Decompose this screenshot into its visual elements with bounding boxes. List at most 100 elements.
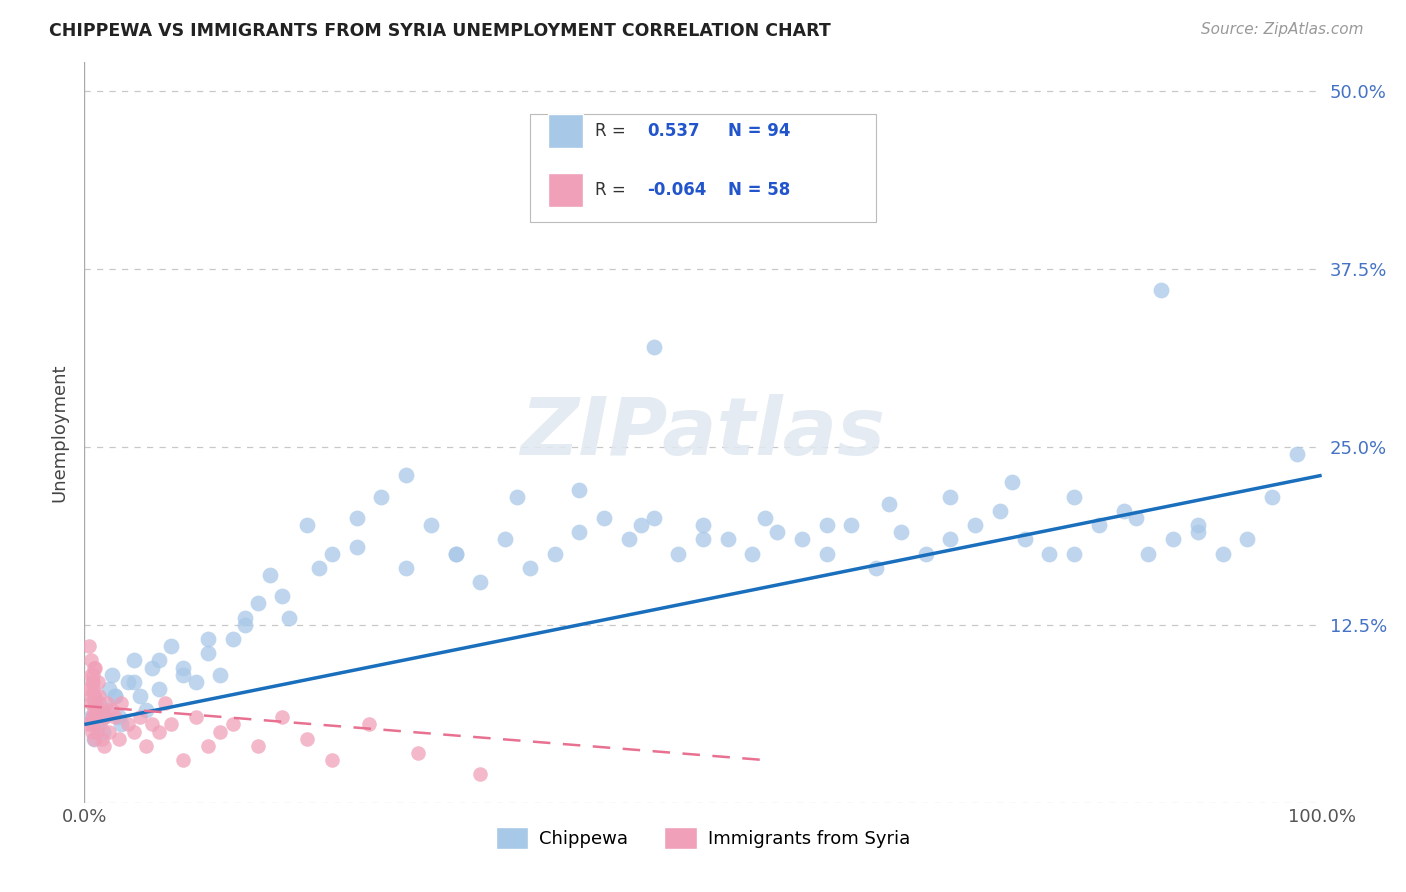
Point <box>87 674 110 689</box>
Point <box>939 533 962 547</box>
Point <box>395 561 418 575</box>
Point <box>815 547 838 561</box>
Point <box>877 497 900 511</box>
Point <box>172 753 194 767</box>
Text: ZIPatlas: ZIPatlas <box>520 393 886 472</box>
Point <box>1112 504 1135 518</box>
Point <box>593 511 616 525</box>
Point <box>104 689 127 703</box>
Point <box>643 340 665 354</box>
Point <box>988 504 1011 518</box>
Point <box>84 660 107 674</box>
Point <box>82 681 104 696</box>
Point <box>197 739 219 753</box>
Point <box>108 731 131 746</box>
Point <box>153 696 176 710</box>
Point <box>104 710 127 724</box>
Point <box>91 703 114 717</box>
Point <box>1187 518 1209 533</box>
Point <box>914 547 936 561</box>
Point <box>89 689 111 703</box>
Point <box>1150 283 1173 297</box>
Text: 0.537: 0.537 <box>647 122 700 140</box>
Point <box>172 660 194 674</box>
Point <box>1125 511 1147 525</box>
Point <box>83 696 105 710</box>
Bar <box>548 173 583 207</box>
Point <box>1236 533 1258 547</box>
Point <box>117 674 139 689</box>
Point <box>79 696 101 710</box>
Point <box>408 746 430 760</box>
Point <box>754 511 776 525</box>
Point <box>865 561 887 575</box>
Point <box>692 533 714 547</box>
Point <box>519 561 541 575</box>
Point <box>419 518 441 533</box>
Point <box>135 739 157 753</box>
Point <box>222 632 245 646</box>
Point <box>79 667 101 681</box>
Point <box>815 518 838 533</box>
Point <box>122 653 145 667</box>
Point <box>110 717 132 731</box>
Point <box>643 511 665 525</box>
Point <box>79 689 101 703</box>
Point <box>84 696 107 710</box>
Point <box>141 660 163 674</box>
Point <box>1285 447 1308 461</box>
Point <box>222 717 245 731</box>
Point <box>308 561 330 575</box>
Point <box>692 518 714 533</box>
Point <box>148 681 170 696</box>
Point <box>209 724 232 739</box>
Point <box>172 667 194 681</box>
Point <box>184 710 207 724</box>
Point <box>100 667 122 681</box>
Point <box>1187 525 1209 540</box>
Point <box>295 518 318 533</box>
Y-axis label: Unemployment: Unemployment <box>51 363 69 502</box>
Point <box>86 724 108 739</box>
Point <box>94 710 117 724</box>
Point <box>1001 475 1024 490</box>
Point <box>79 710 101 724</box>
Text: R =: R = <box>595 181 626 199</box>
Point <box>80 710 103 724</box>
Point <box>295 731 318 746</box>
Point <box>277 610 299 624</box>
Point <box>1261 490 1284 504</box>
Point <box>122 674 145 689</box>
Point <box>233 610 256 624</box>
Point <box>83 731 105 746</box>
Point <box>91 724 114 739</box>
Point <box>568 525 591 540</box>
Point <box>79 653 101 667</box>
Point <box>100 703 122 717</box>
Point <box>93 739 115 753</box>
Point <box>444 547 467 561</box>
Text: CHIPPEWA VS IMMIGRANTS FROM SYRIA UNEMPLOYMENT CORRELATION CHART: CHIPPEWA VS IMMIGRANTS FROM SYRIA UNEMPL… <box>49 22 831 40</box>
Point <box>444 547 467 561</box>
Point <box>209 667 232 681</box>
Point <box>83 731 105 746</box>
Point <box>246 597 269 611</box>
Text: N = 94: N = 94 <box>728 122 790 140</box>
Point <box>1038 547 1060 561</box>
Point <box>1088 518 1111 533</box>
Point <box>129 689 152 703</box>
Point <box>766 525 789 540</box>
Point <box>184 674 207 689</box>
Point <box>82 710 104 724</box>
Point <box>470 575 492 590</box>
Point <box>1063 490 1085 504</box>
Point <box>79 681 101 696</box>
Point <box>741 547 763 561</box>
Point <box>939 490 962 504</box>
Point <box>83 689 105 703</box>
Point <box>1014 533 1036 547</box>
Point <box>82 667 104 681</box>
Point <box>86 703 108 717</box>
Point <box>1137 547 1160 561</box>
Point <box>160 717 183 731</box>
